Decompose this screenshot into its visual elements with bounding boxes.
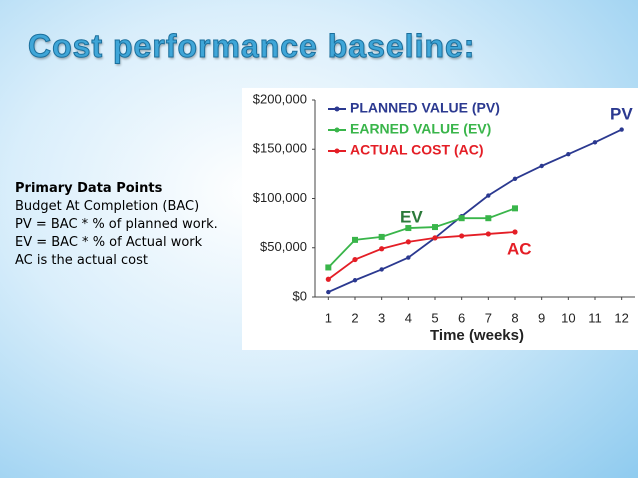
annotation: AC <box>507 239 532 258</box>
note-line: Primary Data Points <box>15 181 163 196</box>
chart-background <box>242 88 638 350</box>
point <box>379 246 385 252</box>
x-tick-label: 11 <box>588 310 602 325</box>
x-tick-label: 10 <box>561 310 575 325</box>
point <box>378 233 385 240</box>
point <box>432 224 438 231</box>
point <box>405 239 411 245</box>
point <box>459 233 465 239</box>
note-line: EV = BAC * % of Actual work <box>15 235 203 250</box>
x-tick-label: 6 <box>458 310 465 325</box>
slide-title: Cost performance baseline: <box>27 28 476 65</box>
y-tick-label: $150,000 <box>253 141 307 156</box>
point <box>539 163 544 169</box>
x-axis-label: Time (weeks) <box>430 327 524 344</box>
series-line <box>327 207 516 269</box>
legend-marker <box>334 106 340 112</box>
note-line: Budget At Completion (BAC) <box>15 199 200 214</box>
x-tick-label: 8 <box>511 310 518 325</box>
point <box>486 193 491 198</box>
series-line <box>327 128 623 293</box>
x-tick-label: 4 <box>405 310 412 325</box>
y-tick-label: $200,000 <box>253 91 307 106</box>
point <box>325 264 332 271</box>
legend-label: EARNED VALUE (EV) <box>350 121 491 137</box>
point <box>485 231 491 237</box>
note-line: PV = BAC * % of planned work. <box>15 217 218 232</box>
x-tick-label: 12 <box>614 310 628 325</box>
point <box>406 255 411 260</box>
point <box>325 276 331 282</box>
legend-marker <box>334 148 340 154</box>
point <box>485 215 492 222</box>
notes: Primary Data Points Budget At Completion… <box>15 180 218 270</box>
chart: Time (weeks) $0 $50,000 $100,000 $150,000 $2… <box>242 88 638 350</box>
y-tick-label: $0 <box>293 288 307 303</box>
x-tick-label: 5 <box>431 310 438 325</box>
point <box>592 140 598 145</box>
legend-marker <box>334 127 340 133</box>
point <box>619 127 624 132</box>
point <box>379 267 384 272</box>
series-line <box>327 231 516 280</box>
x-tick-label: 3 <box>378 310 385 325</box>
x-tick-label: 7 <box>485 310 492 325</box>
point <box>512 229 518 235</box>
point <box>326 289 331 295</box>
x-tick-label: 1 <box>325 310 332 325</box>
legend-label: PLANNED VALUE (PV) <box>350 100 500 116</box>
annotation: EV <box>400 207 423 226</box>
x-tick-label: 9 <box>538 310 545 325</box>
legend-label: ACTUAL COST (AC) <box>350 142 484 158</box>
point <box>405 225 412 232</box>
y-tick-label: $100,000 <box>253 190 307 205</box>
note-line: AC is the actual cost <box>15 253 148 268</box>
point <box>352 278 358 283</box>
x-tick-label: 2 <box>351 310 358 325</box>
point <box>512 205 518 212</box>
point <box>458 215 465 222</box>
point <box>566 151 571 157</box>
y-tick-label: $50,000 <box>260 239 307 254</box>
point <box>512 176 518 181</box>
point <box>432 235 438 241</box>
annotation: PV <box>610 104 633 123</box>
point <box>352 256 358 263</box>
point <box>352 236 358 243</box>
